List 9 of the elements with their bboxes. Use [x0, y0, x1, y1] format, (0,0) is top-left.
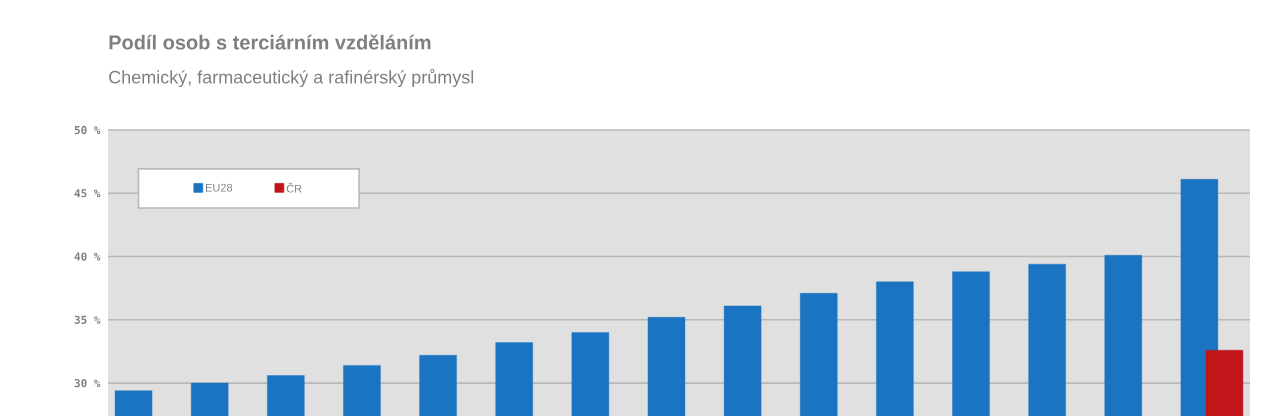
y-tick-label: 40 %	[74, 252, 101, 261]
legend-label: EU28	[205, 183, 233, 192]
y-tick-label: 30 %	[74, 378, 101, 388]
chart-title: Podíl osob s terciárním vzděláním	[109, 34, 431, 50]
legend-label: ČR	[286, 182, 302, 193]
chart-subtitle: Chemický, farmaceutický a rafinérský průmysl	[109, 68, 474, 88]
y-tick-label: 50 %	[74, 125, 101, 135]
y-tick-label: 45 %	[74, 189, 101, 198]
y-tick-label: 35 %	[74, 315, 101, 324]
